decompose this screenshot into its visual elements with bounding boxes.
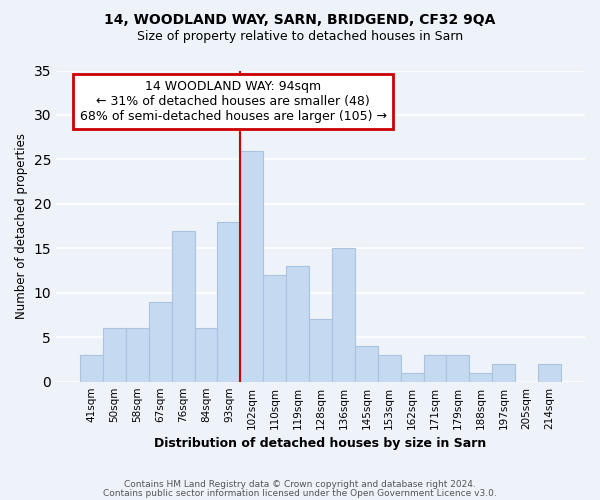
Bar xyxy=(149,302,172,382)
Bar xyxy=(492,364,515,382)
Text: 14 WOODLAND WAY: 94sqm
← 31% of detached houses are smaller (48)
68% of semi-det: 14 WOODLAND WAY: 94sqm ← 31% of detached… xyxy=(80,80,387,123)
Bar xyxy=(172,230,194,382)
Text: Contains public sector information licensed under the Open Government Licence v3: Contains public sector information licen… xyxy=(103,488,497,498)
Bar xyxy=(80,355,103,382)
Text: Size of property relative to detached houses in Sarn: Size of property relative to detached ho… xyxy=(137,30,463,43)
Bar xyxy=(469,373,492,382)
X-axis label: Distribution of detached houses by size in Sarn: Distribution of detached houses by size … xyxy=(154,437,487,450)
Bar xyxy=(217,222,241,382)
Y-axis label: Number of detached properties: Number of detached properties xyxy=(15,133,28,319)
Bar xyxy=(241,150,263,382)
Bar xyxy=(309,320,332,382)
Text: Contains HM Land Registry data © Crown copyright and database right 2024.: Contains HM Land Registry data © Crown c… xyxy=(124,480,476,489)
Bar xyxy=(446,355,469,382)
Bar xyxy=(286,266,309,382)
Bar xyxy=(355,346,378,382)
Bar xyxy=(332,248,355,382)
Text: 14, WOODLAND WAY, SARN, BRIDGEND, CF32 9QA: 14, WOODLAND WAY, SARN, BRIDGEND, CF32 9… xyxy=(104,12,496,26)
Bar xyxy=(378,355,401,382)
Bar xyxy=(263,275,286,382)
Bar xyxy=(194,328,217,382)
Bar xyxy=(103,328,126,382)
Bar xyxy=(424,355,446,382)
Bar xyxy=(538,364,561,382)
Bar xyxy=(401,373,424,382)
Bar xyxy=(126,328,149,382)
